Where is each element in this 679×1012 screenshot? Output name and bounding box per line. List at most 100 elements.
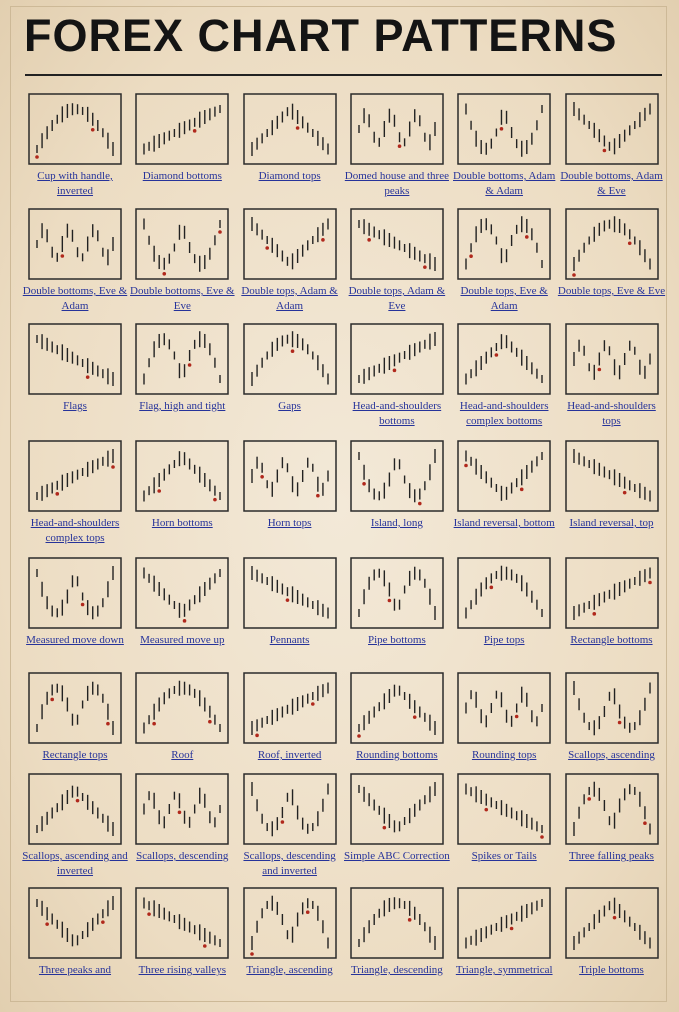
pattern-label: Pipe bottoms (368, 634, 426, 646)
pattern-icon (135, 93, 230, 165)
pattern-cell: Double bottoms, Eve & Adam (21, 208, 129, 314)
icon-dot (285, 598, 289, 602)
pattern-cell: Rectangle bottoms (558, 557, 666, 648)
icon-frame (457, 208, 551, 280)
icon-dot (422, 265, 427, 269)
icon-frame (28, 208, 122, 280)
icon-dot (55, 492, 60, 496)
pattern-icon (135, 557, 230, 629)
pattern-icon (457, 557, 551, 629)
pattern-cell: Measured move up (128, 557, 236, 648)
pattern-icon (135, 887, 230, 959)
icon-frame (135, 93, 230, 165)
icon-dot (540, 835, 544, 839)
pattern-cell: Double bottoms, Eve & Eve (128, 208, 236, 314)
icon-frame (350, 557, 444, 629)
pattern-cell: Roof, inverted (236, 672, 344, 763)
pattern-icon (457, 672, 551, 744)
icon-frame (28, 557, 122, 629)
pattern-label: Head-and-shoulders complex tops (30, 517, 120, 544)
pattern-cell: Double tops, Adam & Adam (236, 208, 344, 314)
pattern-cell: Rounding bottoms (343, 672, 451, 763)
pattern-cell: Pennants (236, 557, 344, 648)
pattern-icon (350, 887, 444, 959)
pattern-label: Double bottoms, Adam & Adam (453, 170, 556, 197)
pattern-label: Roof, inverted (257, 749, 322, 761)
pattern-icon (564, 887, 659, 959)
icon-frame (242, 557, 337, 629)
icon-dot (162, 271, 167, 276)
pattern-cell: Triple bottoms (558, 887, 666, 978)
pattern-label: Rectangle tops (42, 749, 108, 761)
pattern-cell: Double tops, Eve & Eve (558, 208, 666, 299)
pattern-label: Head-and-shoulders complex bottoms (459, 400, 549, 427)
icon-dot (90, 127, 95, 132)
icon-dot (177, 810, 182, 815)
icon-dot (515, 714, 519, 719)
icon-dot (259, 474, 264, 479)
title: FOREX CHART PATTERNS (24, 10, 618, 61)
pattern-label: Three falling peaks (569, 850, 654, 862)
pattern-icon (564, 773, 659, 845)
icon-dot (310, 702, 315, 706)
icon-dot (152, 721, 157, 726)
icon-frame (28, 323, 122, 395)
icon-dot (494, 353, 499, 357)
pattern-cell: Flag, high and tight (128, 323, 236, 414)
pattern-icon (564, 208, 659, 280)
icon-dot (412, 715, 417, 719)
pattern-icon (28, 773, 122, 845)
icon-frame (135, 887, 230, 959)
pattern-label: Horn bottoms (151, 517, 213, 529)
pattern-label: Island, long (370, 517, 423, 529)
icon-frame (564, 672, 659, 744)
pattern-cell: Three peaks and (21, 887, 129, 978)
icon-frame (564, 93, 659, 165)
pattern-icon (242, 557, 337, 629)
pattern-cell: Horn bottoms (128, 440, 236, 531)
pattern-cell: Three falling peaks (558, 773, 666, 864)
icon-dot (627, 241, 632, 246)
icon-dot (147, 912, 152, 916)
pattern-label: Double bottoms, Adam & Eve (560, 170, 663, 197)
icon-dot (45, 922, 49, 926)
pattern-label: Spikes or Tails (471, 850, 537, 862)
pattern-label: Scallops, descending (136, 850, 229, 862)
icon-dot (387, 598, 392, 603)
pattern-cell: Diamond bottoms (128, 93, 236, 184)
pattern-icon (350, 440, 444, 512)
icon-dot (617, 720, 621, 725)
icon-dot (586, 797, 591, 801)
pattern-cell: Scallops, descending (128, 773, 236, 864)
pattern-label: Measured move down (26, 634, 124, 646)
icon-dot (213, 497, 218, 502)
pattern-icon (564, 323, 659, 395)
pattern-icon (135, 208, 230, 280)
icon-dot (75, 798, 80, 803)
icon-dot (290, 349, 294, 354)
pattern-icon (242, 323, 337, 395)
pattern-icon (350, 557, 444, 629)
icon-dot (489, 585, 494, 590)
pattern-icon (350, 93, 444, 165)
icon-frame (135, 323, 230, 395)
pattern-label: Measured move up (140, 634, 225, 646)
pattern-label: Rectangle bottoms (570, 634, 653, 646)
icon-frame (564, 557, 659, 629)
pattern-icon (135, 440, 230, 512)
icon-dot (183, 619, 187, 623)
icon-dot (397, 144, 402, 149)
pattern-cell: Head-and-shoulders complex tops (21, 440, 129, 546)
pattern-label: Rounding tops (471, 749, 537, 761)
pattern-label: Three peaks and (38, 964, 112, 976)
icon-dot (509, 926, 514, 931)
pattern-icon (564, 440, 659, 512)
icon-dot (520, 487, 524, 492)
icon-frame (457, 557, 551, 629)
pattern-label: Diamond bottoms (142, 170, 222, 182)
pattern-icon (564, 672, 659, 744)
icon-frame (564, 208, 659, 280)
pattern-label: Double tops, Eve & Eve (557, 285, 666, 297)
pattern-icon (28, 672, 122, 744)
pattern-icon (457, 887, 551, 959)
